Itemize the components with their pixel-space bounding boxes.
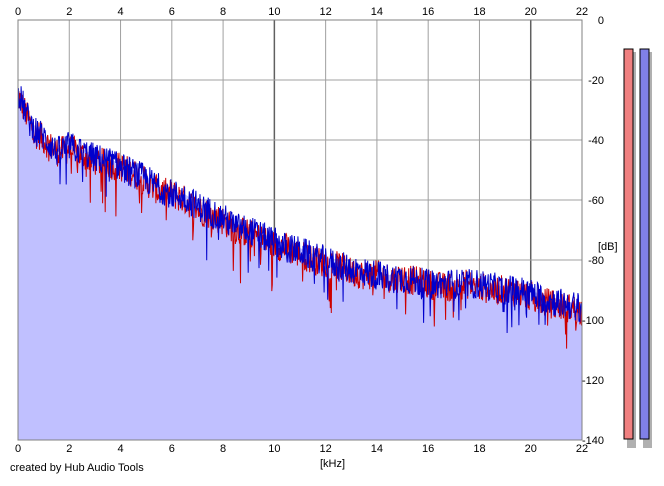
x-tick-label-top: 18 [473,6,485,18]
x-tick-label-bottom: 16 [422,443,434,455]
x-tick-label-top: 20 [525,6,537,18]
y-tick-label: -40 [588,135,604,147]
x-tick-label-bottom: 2 [66,443,72,455]
y-tick-label: -140 [582,435,604,447]
series-line-blue [17,86,583,334]
x-tick-label-top: 0 [15,6,21,18]
x-tick-labels-bottom: 0 2 4 6 8 10 12 14 16 18 20 22 [15,443,588,455]
left-level-meter [623,48,634,440]
x-tick-label-top: 8 [220,6,226,18]
y-axis-label: [dB] [598,241,618,253]
x-tick-label-bottom: 10 [268,443,280,455]
y-tick-labels: 0 -20 -40 -60 -80 -100 -120 -140 [582,15,604,447]
x-tick-label-top: 16 [422,6,434,18]
x-tick-label-bottom: 14 [371,443,383,455]
x-tick-label-bottom: 18 [473,443,485,455]
x-tick-label-bottom: 22 [576,443,588,455]
x-tick-label-bottom: 6 [169,443,175,455]
spectrum-area [18,89,582,440]
x-tick-label-bottom: 8 [220,443,226,455]
x-tick-label-top: 14 [371,6,383,18]
level-meters [623,48,652,448]
x-tick-label-top: 2 [66,6,72,18]
x-axis-label: [kHz] [320,458,345,470]
plot-border [17,19,583,441]
x-tick-label-top: 6 [169,6,175,18]
x-tick-label-bottom: 0 [15,443,21,455]
x-tick-label-bottom: 12 [320,443,332,455]
x-tick-label-top: 12 [320,6,332,18]
spectrum-fill [18,89,582,440]
x-tick-label-bottom: 4 [117,443,123,455]
y-tick-label: -120 [582,375,604,387]
y-tick-label: -60 [588,195,604,207]
right-level-meter [639,48,650,440]
y-tick-label: -80 [588,255,604,267]
credit-text: created by Hub Audio Tools [10,462,144,474]
x-tick-label-top: 10 [268,6,280,18]
y-tick-label: -20 [588,75,604,87]
x-tick-label-top: 22 [576,6,588,18]
spectrum-series [17,86,583,349]
y-tick-label: 0 [598,15,604,27]
x-tick-labels-top: 0 2 4 6 8 10 12 14 16 18 20 22 [15,6,588,18]
x-tick-label-top: 4 [117,6,123,18]
y-tick-label: -100 [582,315,604,327]
x-tick-label-bottom: 20 [525,443,537,455]
